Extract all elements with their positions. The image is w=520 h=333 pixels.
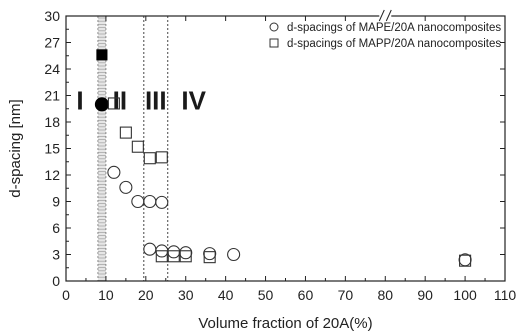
x-tick-label: 30 bbox=[178, 287, 194, 303]
mapp-data-point bbox=[143, 152, 156, 165]
mapp-data-point bbox=[167, 250, 180, 263]
x-tick-label: 50 bbox=[258, 287, 274, 303]
y-tick-label: 3 bbox=[52, 247, 60, 263]
y-tick-label: 12 bbox=[44, 167, 60, 183]
x-tick-label: 10 bbox=[98, 287, 114, 303]
mape-data-point bbox=[94, 97, 109, 112]
mape-data-point bbox=[167, 245, 181, 259]
region-label-layer: I II III IV bbox=[76, 86, 206, 116]
mapp-data-point bbox=[155, 151, 168, 164]
legend-circle-marker bbox=[269, 22, 279, 32]
mape-data-point bbox=[155, 195, 169, 209]
y-tick-label: 18 bbox=[44, 114, 60, 130]
mape-data-point bbox=[143, 242, 157, 256]
x-tick-label: 90 bbox=[417, 287, 433, 303]
x-tick-label: 0 bbox=[62, 287, 70, 303]
axis-break-slash bbox=[378, 9, 385, 22]
y-tick-label: 6 bbox=[52, 220, 60, 236]
data-marker-layer bbox=[94, 49, 472, 267]
mapp-data-point bbox=[155, 250, 168, 263]
legend-label: d-spacings of MAPE/20A nanocomposites bbox=[287, 22, 501, 34]
x-tick-label: 20 bbox=[138, 287, 154, 303]
y-axis-title: d-spacing [nm] bbox=[7, 99, 24, 197]
mapp-data-point bbox=[203, 251, 216, 264]
mape-data-point bbox=[203, 247, 217, 261]
mapp-data-point bbox=[131, 140, 144, 153]
axis-break-gap bbox=[379, 10, 392, 22]
mape-data-point bbox=[179, 246, 193, 260]
mapp-data-point bbox=[96, 49, 108, 61]
axis-break-slash bbox=[385, 9, 392, 22]
region-label: IV bbox=[181, 86, 206, 116]
legend-label: d-spacings of MAPP/20A nanocomposites bbox=[287, 38, 501, 50]
mape-data-point bbox=[227, 247, 241, 262]
x-tick-label: 40 bbox=[218, 287, 234, 303]
mapp-data-point bbox=[179, 250, 192, 263]
region-label: III bbox=[145, 86, 167, 116]
mape-data-point bbox=[131, 194, 145, 209]
mapp-data-point bbox=[119, 126, 132, 139]
legend-square-marker bbox=[269, 38, 279, 48]
y-tick-label: 30 bbox=[44, 8, 60, 24]
y-tick-label: 21 bbox=[44, 88, 60, 104]
x-tick-label: 110 bbox=[494, 287, 517, 303]
x-axis-title: Volume fraction of 20A(%) bbox=[198, 315, 372, 332]
x-tick-label: 100 bbox=[453, 287, 477, 303]
plot-frame-layer bbox=[65, 9, 506, 282]
tick-layer: 0 10 20 30 40 50 60 70 80 90 100 110 0 3 6 9 12 15 18 21 24 2… bbox=[44, 8, 516, 303]
y-tick-label: 0 bbox=[52, 273, 60, 289]
shaded-band bbox=[97, 16, 106, 281]
mape-data-point bbox=[143, 194, 157, 209]
y-tick-label: 24 bbox=[44, 61, 60, 77]
x-tick-label: 80 bbox=[377, 287, 393, 303]
region-label: I bbox=[76, 86, 83, 116]
mape-data-point bbox=[119, 180, 133, 194]
x-tick-label: 70 bbox=[338, 287, 354, 303]
mapp-data-point bbox=[459, 254, 472, 267]
x-tick-label: 60 bbox=[298, 287, 314, 303]
y-tick-label: 15 bbox=[44, 141, 60, 157]
plot-frame bbox=[65, 15, 506, 282]
region-divider-layer bbox=[143, 16, 169, 281]
y-tick-label: 9 bbox=[52, 194, 60, 210]
y-tick-label: 27 bbox=[44, 35, 60, 51]
mapp-data-point bbox=[107, 97, 120, 110]
legend: d-spacings of MAPE/20A nanocomposites d-s… bbox=[269, 22, 501, 50]
mape-data-point bbox=[107, 165, 121, 179]
